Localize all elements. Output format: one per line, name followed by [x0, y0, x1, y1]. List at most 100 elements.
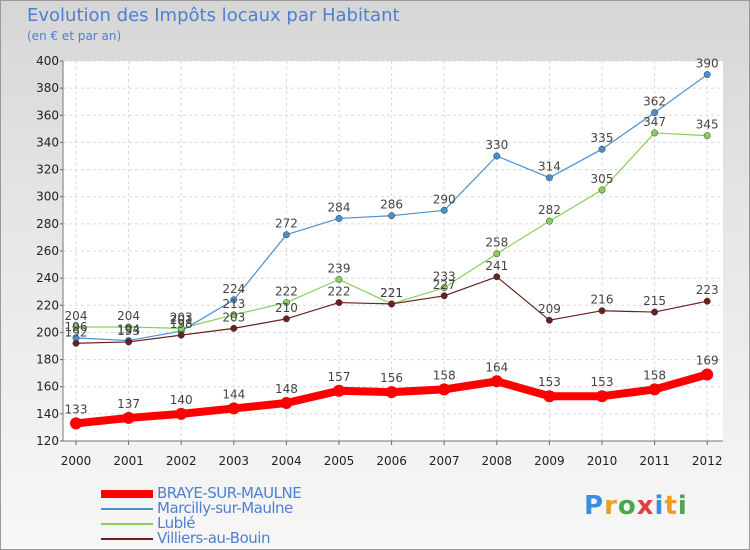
data-point: [122, 411, 135, 424]
y-tick-label: 200: [36, 325, 59, 339]
y-tick-label: 340: [36, 135, 59, 149]
data-label: 204: [65, 309, 88, 323]
data-label: 193: [117, 324, 140, 338]
data-point: [335, 299, 343, 307]
logo-letter: P: [584, 491, 605, 521]
data-label: 201: [170, 313, 193, 327]
data-label: 196: [65, 320, 88, 334]
x-tick-label: 2007: [429, 454, 460, 468]
data-point: [651, 129, 659, 137]
x-tick-label: 2002: [166, 454, 197, 468]
legend-swatch: [101, 538, 153, 540]
data-point: [72, 339, 80, 347]
legend-label: Lublé: [157, 514, 196, 532]
y-tick-label: 360: [36, 108, 59, 122]
data-label: 148: [275, 382, 298, 396]
legend-swatch: [101, 508, 153, 510]
data-point: [125, 338, 133, 346]
labels-layer: 133 137 140 144 148 157 156 158 164 153 153 158 169 1…: [65, 57, 719, 417]
y-tick-label: 160: [36, 380, 59, 394]
data-point: [648, 383, 661, 396]
data-point: [490, 375, 503, 388]
data-label: 286: [380, 198, 403, 212]
data-point: [335, 276, 343, 283]
x-tick-label: 2006: [376, 454, 407, 468]
x-tick-label: 2008: [482, 454, 513, 468]
data-label: 241: [485, 259, 508, 273]
data-point: [282, 299, 290, 307]
data-point: [545, 217, 553, 225]
data-point: [596, 390, 608, 403]
data-label: 137: [117, 397, 140, 411]
data-point: [703, 132, 711, 140]
data-label: 330: [485, 138, 508, 152]
data-point: [543, 390, 556, 403]
data-label: 216: [591, 293, 614, 307]
data-point: [440, 292, 448, 300]
data-point: [703, 297, 711, 305]
logo-letter: i: [677, 491, 688, 521]
legend: BRAYE-SUR-MAULNE Marcilly-sur-Maulne Lublé…: [101, 484, 361, 547]
data-label: 305: [591, 172, 614, 186]
data-label: 153: [538, 375, 561, 389]
data-label: 156: [380, 371, 403, 385]
data-point: [230, 296, 238, 304]
chart-subtitle: (en € et par an): [27, 29, 122, 43]
data-label: 362: [643, 95, 666, 109]
data-label: 258: [485, 236, 508, 250]
legend-swatch: [101, 490, 153, 498]
data-label: 164: [485, 360, 508, 374]
logo-letter: t: [664, 491, 678, 521]
legend-item: Lublé: [101, 514, 361, 532]
y-tick-label: 300: [36, 190, 59, 204]
data-point: [70, 417, 82, 430]
data-point: [125, 323, 133, 331]
data-label: 194: [117, 323, 140, 337]
legend-item: Villiers-au-Bouin: [101, 529, 361, 547]
y-tick-label: 240: [36, 271, 59, 285]
data-point: [333, 384, 345, 397]
data-point: [545, 174, 553, 182]
y-tick-label: 180: [36, 353, 59, 367]
data-label: 224: [222, 282, 245, 296]
data-label: 203: [222, 310, 245, 324]
data-point: [545, 316, 553, 324]
data-label: 314: [538, 160, 561, 174]
legend-swatch: [101, 523, 153, 525]
data-label: 223: [696, 283, 719, 297]
logo-letter: i: [654, 491, 665, 521]
data-label: 204: [117, 309, 140, 323]
y-tick-label: 120: [36, 434, 59, 448]
y-tick-label: 260: [36, 244, 59, 258]
data-point: [282, 231, 290, 239]
data-label: 140: [170, 393, 193, 407]
data-label: 198: [170, 317, 193, 331]
data-label: 345: [696, 118, 719, 132]
x-tick-label: 2012: [692, 454, 723, 468]
logo-letter: x: [636, 491, 655, 521]
axes-layer: 120 140 160 180 200 220 240 260 280 300 320 340 360 3…: [36, 54, 723, 468]
data-label: 221: [380, 286, 403, 300]
data-label: 158: [433, 368, 456, 382]
data-point: [493, 250, 501, 258]
data-label: 210: [275, 301, 298, 315]
x-tick-label: 2004: [271, 454, 302, 468]
data-label: 227: [433, 278, 456, 292]
y-tick-label: 380: [36, 81, 59, 95]
data-label: 347: [643, 115, 666, 129]
x-tick-label: 2011: [639, 454, 670, 468]
proxiti-logo: Proxiti: [584, 491, 688, 521]
y-tick-label: 320: [36, 163, 59, 177]
logo-letter: r: [604, 491, 618, 521]
series-layer: [70, 71, 714, 430]
legend-item: BRAYE-SUR-MAULNE: [101, 484, 361, 502]
data-label: 284: [328, 200, 351, 214]
y-tick-label: 140: [36, 407, 59, 421]
y-tick-label: 220: [36, 298, 59, 312]
x-tick-label: 2001: [113, 454, 144, 468]
data-label: 157: [328, 370, 351, 384]
data-label: 203: [170, 310, 193, 324]
data-point: [598, 307, 606, 315]
